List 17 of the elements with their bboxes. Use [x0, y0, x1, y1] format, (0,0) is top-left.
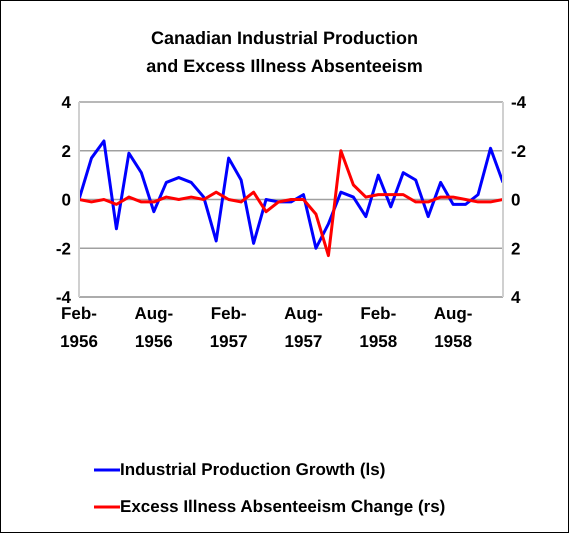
y-tick-label: 2	[62, 142, 71, 161]
y2-tick-label: -4	[511, 93, 527, 112]
x-tick-label: Feb-1957	[210, 304, 248, 351]
legend-label: Industrial Production Growth (ls)	[120, 460, 386, 480]
chart-title: Canadian Industrial Production and Excess Illness Absenteeism	[145, 27, 424, 78]
y-tick-label: 4	[62, 93, 72, 112]
y2-tick-label: -2	[511, 142, 526, 161]
y-tick-label: 0	[62, 190, 71, 210]
x-tick-label: Aug-1958	[434, 304, 472, 351]
y2-tick-label: 2	[511, 239, 520, 258]
x-tick-label: Feb-1958	[359, 304, 398, 351]
y2-tick-label: 0	[511, 190, 520, 210]
legend-label: Excess Illness Absenteeism Change (rs)	[120, 496, 446, 516]
y-tick-label: -2	[56, 239, 71, 258]
x-tick-label: Aug-1956	[134, 304, 174, 351]
y2-tick-label: 4	[511, 288, 521, 308]
x-tick-label: Aug-1957	[284, 304, 323, 351]
